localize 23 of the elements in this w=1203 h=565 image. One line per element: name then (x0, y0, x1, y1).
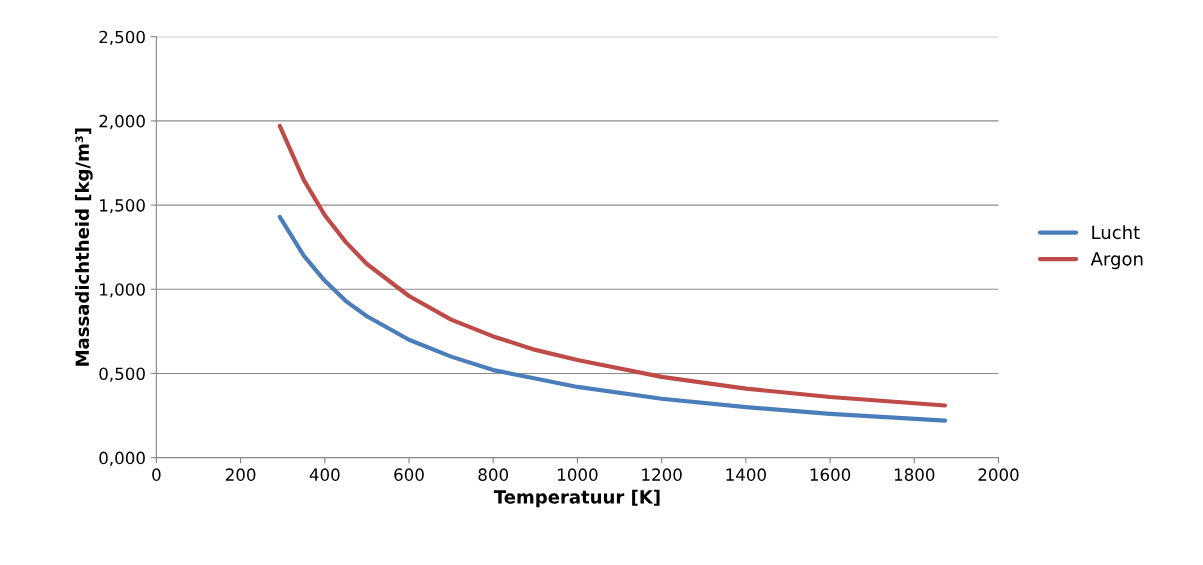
y-tick-label: 1,500 (100, 199, 145, 214)
y-tick-label: 2,500 (99, 30, 145, 45)
x-tick-label: 800 (478, 468, 509, 481)
x-tick-label: 2000 (978, 468, 1019, 481)
x-tick-label: 1600 (810, 468, 851, 481)
x-tick-label: 1200 (642, 468, 682, 481)
legend-label: Lucht (1092, 225, 1140, 240)
x-tick-label: 1400 (726, 468, 766, 481)
x-tick-label: 0 (152, 468, 161, 481)
x-tick-label: 200 (225, 468, 256, 481)
x-axis-title: Temperatuur [K] (493, 489, 660, 508)
legend-label: Argon (1090, 252, 1143, 270)
line-series (277, 214, 948, 423)
y-tick-label: 1,000 (100, 283, 145, 298)
y-tick-label: 0,500 (99, 367, 145, 382)
line-series (277, 123, 948, 408)
y-tick-label: 0,000 (99, 451, 145, 466)
x-tick-label: 1800 (894, 468, 935, 481)
y-axis-title: Massadichtheid [kg/m³] (75, 128, 93, 366)
y-tick-label: 2,000 (99, 114, 145, 130)
x-tick-label: 1000 (558, 468, 598, 481)
x-tick-label: 600 (394, 468, 424, 481)
x-tick-label: 400 (309, 468, 340, 481)
